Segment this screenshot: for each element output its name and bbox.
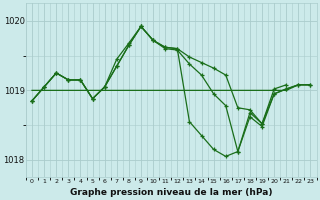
X-axis label: Graphe pression niveau de la mer (hPa): Graphe pression niveau de la mer (hPa) (70, 188, 273, 197)
